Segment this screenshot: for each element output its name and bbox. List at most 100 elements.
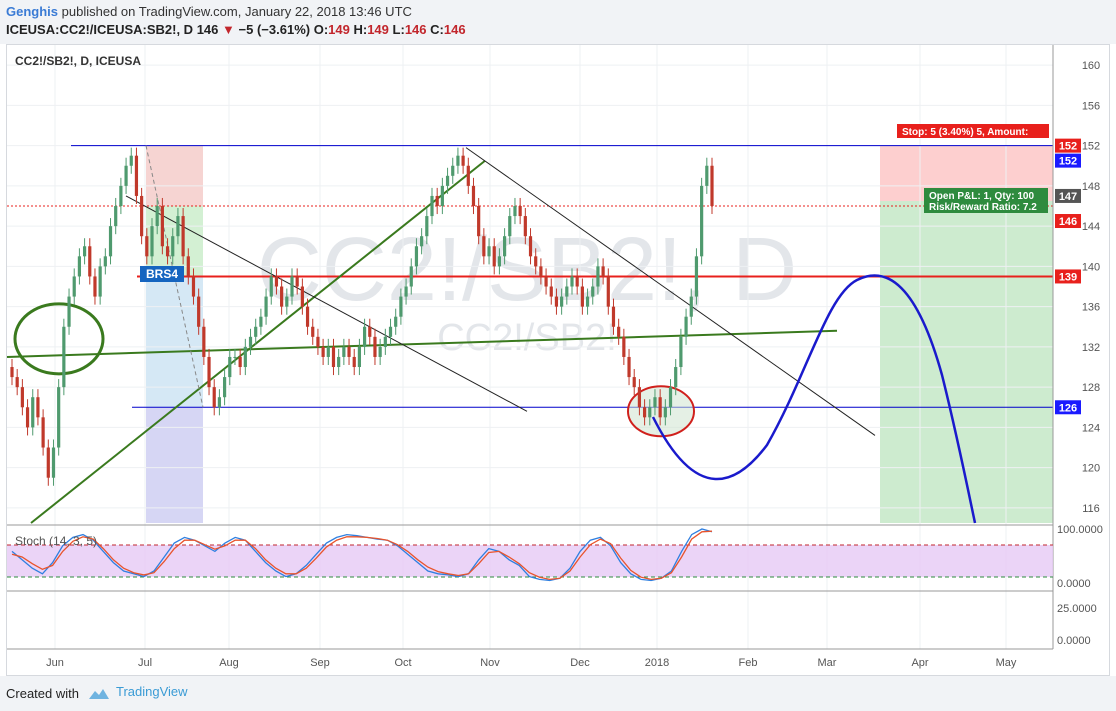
candle-body: [497, 256, 502, 267]
brs-label[interactable]: BRS4: [146, 267, 178, 281]
candle-body: [565, 286, 569, 297]
pnl-label-bg: [924, 188, 1048, 213]
candle-body: [222, 377, 227, 398]
candle-body: [684, 316, 688, 337]
candle-body: [119, 185, 123, 207]
candle-body: [705, 165, 709, 186]
candle-body: [176, 216, 180, 237]
price-tag-bg: [1055, 269, 1081, 284]
author-link[interactable]: Genghis: [6, 4, 59, 19]
candle-body: [331, 346, 336, 368]
candle-body: [591, 286, 595, 297]
down-trendline-2[interactable]: [465, 147, 876, 436]
price-tick-label: 160: [1082, 60, 1100, 72]
candle-body: [238, 356, 242, 368]
candle-body: [254, 326, 258, 337]
candle-body: [466, 165, 470, 186]
candle-body: [689, 296, 693, 317]
candle-body: [290, 276, 294, 297]
chart-svg[interactable]: CC2!/SB2!, D CC2!/SB2! CC2!/SB2!, D, ICE…: [6, 45, 1111, 677]
candle-body: [46, 447, 50, 478]
candle-body: [554, 296, 559, 307]
candle-body: [492, 246, 496, 267]
candle-body: [663, 407, 667, 418]
candle-body: [471, 185, 476, 207]
candle-body: [41, 417, 45, 448]
candle-body: [404, 286, 408, 297]
candle-body: [357, 346, 362, 368]
lower-box: [146, 407, 203, 523]
candle-body: [311, 326, 315, 337]
candle-body: [217, 397, 222, 408]
candle-body: [648, 407, 652, 418]
candle-body: [596, 266, 600, 287]
drawings[interactable]: [6, 145, 1053, 524]
candle-body: [679, 336, 683, 368]
down-trendline-1[interactable]: [125, 195, 528, 412]
price-tick-label: 144: [1082, 221, 1100, 233]
chart-frame[interactable]: CC2!/SB2!, D CC2!/SB2! CC2!/SB2!, D, ICE…: [6, 44, 1110, 676]
candle-body: [25, 407, 30, 428]
candle-body: [388, 326, 393, 337]
candle-body: [264, 296, 268, 317]
candle-body: [528, 236, 533, 257]
candle-body: [212, 387, 216, 408]
candle-body: [145, 236, 149, 257]
price-tag: 139: [1059, 271, 1077, 283]
time-tick-label: May: [996, 657, 1017, 669]
stoch-d-line: [11, 530, 713, 581]
low-value: 146: [404, 22, 427, 37]
time-tick-label: 2018: [645, 657, 669, 669]
candle-body: [243, 346, 247, 368]
candle-body: [461, 155, 465, 166]
price-tick-label: 128: [1082, 382, 1100, 394]
time-tick-label: Jun: [46, 657, 64, 669]
watermark-main: CC2!/SB2!, D: [257, 220, 797, 320]
candle-body: [399, 296, 403, 317]
price-tag-bg: [1055, 138, 1081, 153]
price-tick-label: 120: [1082, 463, 1100, 475]
tradingview-link[interactable]: TradingView: [116, 684, 188, 699]
time-tick-label: Apr: [911, 657, 928, 669]
candle-body: [67, 296, 71, 327]
brs-label-bg: [140, 266, 184, 282]
projection-curve[interactable]: [651, 274, 977, 524]
green-circle[interactable]: [13, 302, 105, 376]
candle-body: [710, 165, 714, 207]
time-axis[interactable]: Jun Jul Aug Sep Oct Nov Dec 2018 Feb Mar Apr May: [46, 657, 1017, 669]
candle-body: [269, 276, 273, 297]
candle-body: [570, 276, 574, 287]
change-value: −5 (−3.61%): [238, 22, 311, 37]
candle-body: [378, 346, 382, 357]
time-tick-label: Aug: [219, 657, 239, 669]
stop-label: Stop: 5 (3.40%) 5, Amount:: [902, 127, 1028, 138]
short-target-box: [146, 206, 203, 277]
time-tick-label: Feb: [739, 657, 758, 669]
green-trend-line[interactable]: [6, 329, 838, 358]
symbol-label: ICEUSA:CC2!/ICEUSA:SB2!, D: [6, 22, 194, 37]
price-axis[interactable]: 116 120 124 128 132 136 140 144 148 152 156 160: [1052, 45, 1100, 649]
candle-body: [140, 195, 144, 237]
candle-body: [51, 447, 56, 478]
candle-body: [502, 236, 507, 257]
price-tag: 147: [1059, 191, 1077, 203]
candle-body: [72, 276, 76, 297]
candle-body: [300, 286, 304, 307]
candle-body: [394, 316, 398, 327]
candle-body: [518, 206, 522, 217]
green-up-trendline[interactable]: [30, 159, 486, 524]
candle-body: [368, 326, 372, 337]
candle-body: [248, 336, 253, 347]
candle-body: [544, 276, 548, 287]
price-tick-label: 136: [1082, 302, 1100, 314]
candle-body: [617, 326, 621, 337]
candle-body: [627, 356, 631, 378]
price-tick-label: 148: [1082, 181, 1100, 193]
time-tick-label: Oct: [394, 657, 411, 669]
publish-line: Genghis published on TradingView.com, Ja…: [6, 4, 412, 19]
candle-body: [57, 387, 61, 448]
candle-body: [337, 356, 341, 368]
time-tick-label: Dec: [570, 657, 590, 669]
candle-body: [114, 206, 118, 227]
candle-body: [259, 316, 263, 327]
